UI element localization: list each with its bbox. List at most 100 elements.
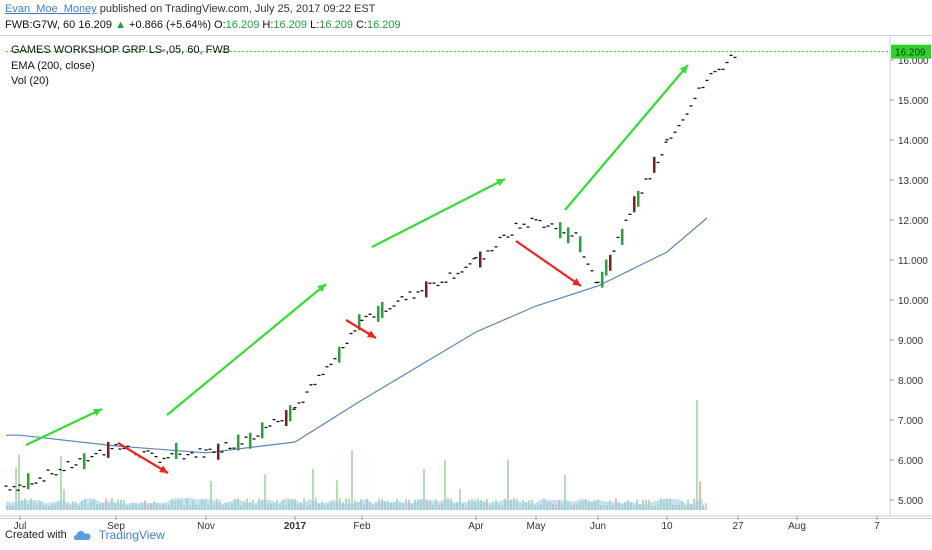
ema-series-line [6,217,708,454]
price-candle [217,443,220,460]
price-tick [689,105,693,107]
price-tick [420,290,424,292]
price-candle [285,410,288,427]
price-tick [612,250,616,252]
price-candle [249,432,252,449]
price-tick [514,222,518,225]
change-value: +0.866 (+5.64%) [129,19,211,31]
change-arrow-icon: ▲ [115,19,126,31]
price-tick [280,420,284,422]
green-trend-arrow-head [679,65,688,74]
y-tick-label: 11.000 [898,256,928,267]
author-link[interactable]: Evan_Moe_Money [5,3,97,15]
price-tick [349,332,353,335]
axes: 5.000 6.000 7.000 8.000 9.000 10.000 11.000 12.… [0,36,932,532]
price-tick [452,277,456,279]
price-tick [353,330,357,332]
quote-line: FWB:G7W, 60 16.209 ▲ +0.866 (+5.64%) O:1… [5,19,401,31]
red-pullback-arrow-head [367,330,376,338]
y-tick-label: 7.000 [898,416,923,427]
x-tick-label: May [527,521,546,532]
price-tick [416,291,420,293]
volume-bar [459,488,461,510]
price-tick [224,442,228,444]
volume-bar [444,459,446,510]
y-tick-label: 5.000 [898,496,923,507]
x-tick-label: 10 [661,521,673,532]
x-tick-label: Jun [590,521,606,532]
price-tick [297,402,301,404]
price-tick [384,310,388,312]
volume-bar [15,467,17,510]
price-tick [440,281,444,283]
price-tick [648,178,652,180]
volume-legend[interactable]: Vol (20) [11,75,49,87]
green-trend-arrow [564,64,689,211]
price-tick [733,56,737,59]
green-trend-arrow-head [317,284,326,293]
price-tick [693,97,697,100]
y-tick-label: 14.000 [898,136,929,147]
price-candle [358,314,361,331]
price-tick [562,232,566,234]
price-tick [244,436,248,438]
volume-bar [312,468,314,510]
price-tick [456,272,460,275]
price-candle [425,281,428,298]
price-tick [624,219,628,221]
price-tick [66,461,70,463]
price-tick [240,443,244,445]
price-tick [596,281,600,284]
volume-bar [351,450,353,510]
price-tick [534,219,538,221]
price-tick [232,447,236,449]
volume-bar [564,474,566,510]
price-tick [154,455,158,458]
price-tick [42,480,46,482]
price-tick [681,119,685,121]
ema-legend[interactable]: EMA (200, close) [11,60,95,72]
x-tick-label: Jul [14,521,27,532]
price-tick [162,457,166,460]
price-tick [448,272,452,274]
chart-frame[interactable] [0,35,932,519]
price-tick [16,489,20,491]
red-pullback-arrow [117,442,169,474]
volume-bar [18,454,20,510]
price-tick [345,342,349,345]
price-tick [669,137,673,139]
volume-bar [60,456,62,510]
y-tick-label: 10.000 [898,296,929,307]
tradingview-brand[interactable]: TradingView [98,528,165,542]
price-tick [293,407,297,409]
price-tick [510,234,514,236]
price-tick [70,466,74,469]
price-tick [709,72,713,75]
price-tick [4,485,8,487]
price-tick [178,453,182,455]
price-tick [677,124,681,127]
price-tick [204,449,208,451]
price-tick [313,383,317,386]
volume-bar [696,400,698,510]
price-tick [388,308,392,310]
high-label: H: [262,19,274,31]
price-tick [122,447,126,450]
price-tick [186,453,190,456]
price-tick [58,468,62,471]
price-tick [502,234,506,236]
price-tick [34,482,38,484]
price-tick [228,447,232,450]
created-with-label: Created with [5,529,67,541]
open-value: 16.209 [225,19,260,31]
price-tick [729,54,733,56]
price-candle [653,156,656,173]
price-tick [725,61,729,64]
price-tick [305,391,309,393]
price-tick [408,291,412,293]
price-tick [656,161,660,164]
price-tick [644,178,648,180]
price-tick [301,401,305,403]
price-candle [261,422,264,439]
